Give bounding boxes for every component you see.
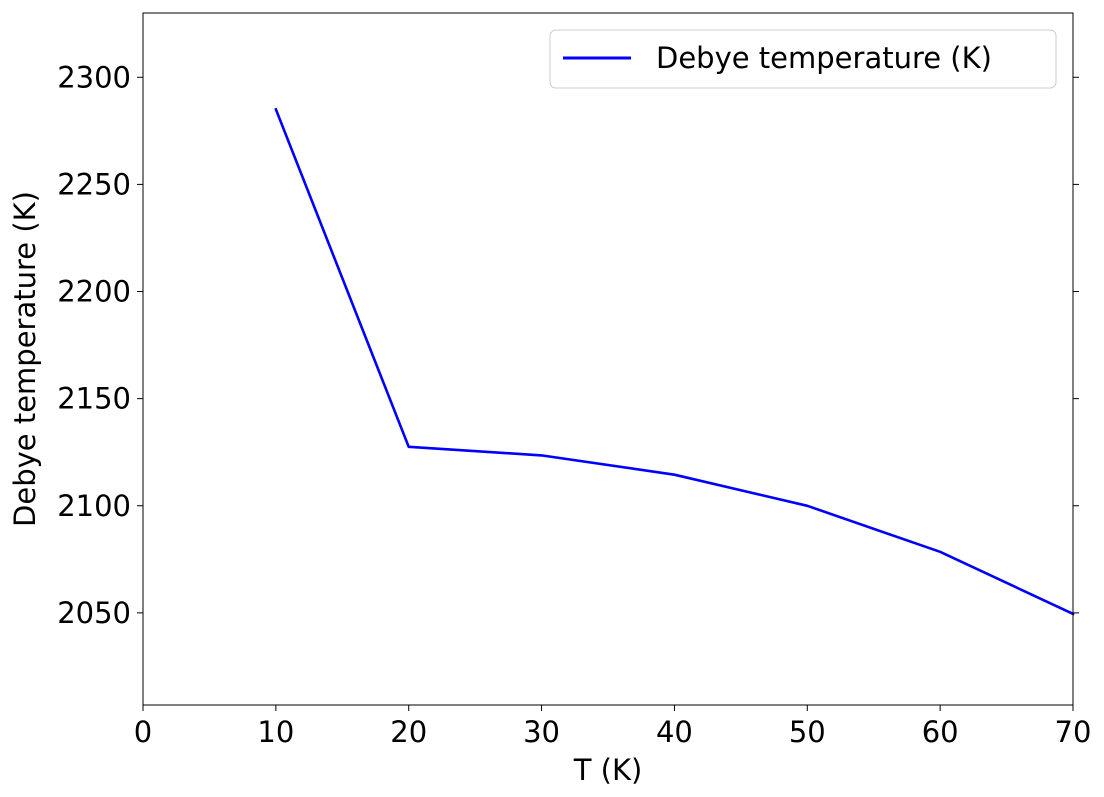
x-tick-label: 40 [656, 715, 693, 749]
series-layer [274, 107, 1075, 616]
x-axis-label: T (K) [573, 753, 643, 787]
y-tick-label: 2150 [57, 382, 131, 416]
x-tick-label: 50 [789, 715, 826, 749]
y-tick-label: 2200 [57, 275, 131, 309]
x-tick-label: 60 [922, 715, 959, 749]
legend-label: Debye temperature (K) [656, 41, 992, 75]
legend-box [549, 29, 1057, 89]
ticks-layer: 0 10 20 30 40 50 60 70 2050 2100 2150 2200 2250 2300 [57, 60, 1091, 749]
plot-area [143, 13, 1073, 705]
x-tick-label: 0 [134, 715, 152, 749]
y-tick-label: 2100 [57, 489, 131, 523]
series-line [274, 107, 1075, 616]
y-axis-label: Debye temperature (K) [8, 191, 42, 527]
x-tick-label: 70 [1055, 715, 1092, 749]
y-tick-label: 2300 [57, 60, 131, 94]
y-tick-label: 2250 [57, 167, 131, 201]
x-tick-label: 10 [257, 715, 294, 749]
x-tick-label: 20 [390, 715, 427, 749]
x-tick-label: 30 [523, 715, 560, 749]
y-tick-label: 2050 [57, 596, 131, 630]
legend: Debye temperature (K) [549, 29, 1057, 89]
plot-frame [142, 12, 1074, 706]
